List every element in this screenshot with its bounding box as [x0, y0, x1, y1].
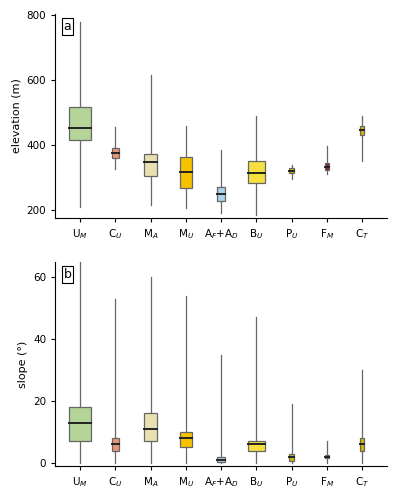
Bar — [180, 158, 192, 188]
Bar — [325, 455, 329, 458]
Bar — [360, 438, 364, 450]
Bar — [217, 457, 225, 462]
Bar — [68, 107, 92, 140]
Text: a: a — [64, 20, 71, 33]
Bar — [325, 162, 329, 170]
Bar — [248, 442, 265, 450]
Bar — [289, 168, 295, 173]
Bar — [68, 407, 92, 442]
Y-axis label: slope (°): slope (°) — [18, 340, 27, 388]
Bar — [289, 454, 295, 462]
Bar — [217, 187, 225, 201]
Bar — [144, 414, 157, 442]
Bar — [180, 432, 192, 448]
Bar — [144, 154, 157, 176]
Bar — [360, 126, 364, 134]
Text: b: b — [64, 268, 72, 281]
Bar — [248, 160, 265, 183]
Y-axis label: elevation (m): elevation (m) — [11, 78, 21, 154]
Bar — [112, 438, 119, 450]
Bar — [112, 148, 119, 158]
